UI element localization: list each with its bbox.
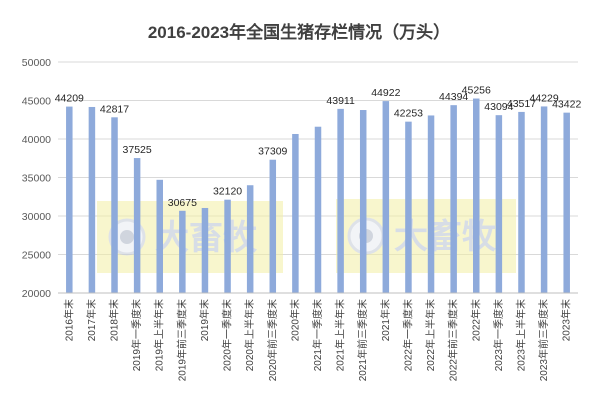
x-tick-label: 2020年上半年末 xyxy=(243,299,256,371)
bar xyxy=(156,179,163,293)
chart-title: 2016-2023年全国生猪存栏情况（万头） xyxy=(147,23,451,42)
data-label: 45256 xyxy=(462,85,491,97)
x-tick-label: 2020年前三季度末 xyxy=(266,299,279,381)
y-tick-label: 50000 xyxy=(22,57,51,69)
bar xyxy=(111,117,118,293)
data-label: 43911 xyxy=(326,95,355,107)
x-tick-label: 2022年末 xyxy=(469,299,482,341)
data-label: 32120 xyxy=(213,186,242,198)
data-label: 37525 xyxy=(123,144,152,156)
data-labels: 44209 42817 37525 30675 32120 37309 43911 44922… xyxy=(55,85,582,209)
x-tick-label: 2023年前三季度末 xyxy=(537,299,550,381)
x-tick-label: 2023年末 xyxy=(560,299,573,341)
y-tick-label: 30000 xyxy=(22,211,51,223)
x-tick-label: 2019年前三季度末 xyxy=(175,299,188,381)
bar xyxy=(314,126,322,293)
x-tick-label: 2021年前三季度末 xyxy=(356,299,369,381)
data-label: 30675 xyxy=(168,197,197,209)
bar xyxy=(201,207,209,293)
y-axis-ticks: 20000 25000 30000 35000 40000 45000 50000 xyxy=(22,57,51,300)
bar xyxy=(382,101,390,293)
bar xyxy=(563,112,570,293)
x-tick-label: 2022年上半年末 xyxy=(424,299,437,371)
x-axis-ticks: 2016年末 2017年末 2018年末 2019年一季度末 2019年上半年末 2019… xyxy=(62,299,572,381)
bar xyxy=(179,210,186,293)
data-label: 42253 xyxy=(394,108,423,120)
y-tick-label: 45000 xyxy=(22,96,51,108)
bar xyxy=(337,108,344,293)
y-tick-label: 20000 xyxy=(22,288,51,300)
data-label: 37309 xyxy=(258,146,287,158)
bar xyxy=(495,115,503,293)
watermark-logo-dot-icon xyxy=(120,230,134,244)
bar xyxy=(88,106,96,293)
x-tick-label: 2020年末 xyxy=(288,299,301,341)
data-label: 44922 xyxy=(371,87,400,99)
data-label: 43094 xyxy=(484,101,513,113)
data-label: 44394 xyxy=(439,91,468,103)
bar xyxy=(224,199,231,293)
x-tick-label: 2021年一季度末 xyxy=(311,299,324,371)
bar xyxy=(540,106,548,293)
x-tick-label: 2022年一季度末 xyxy=(401,299,414,371)
y-tick-label: 25000 xyxy=(22,250,51,262)
x-tick-label: 2023年上半年末 xyxy=(514,299,527,371)
bar xyxy=(405,121,412,293)
bar xyxy=(246,185,254,293)
data-label: 43422 xyxy=(552,99,581,111)
bar xyxy=(518,111,525,293)
y-tick-label: 40000 xyxy=(22,134,51,146)
x-tick-label: 2020年一季度末 xyxy=(221,299,234,371)
y-tick-label: 35000 xyxy=(22,173,51,185)
x-tick-label: 2021年末 xyxy=(379,299,392,341)
bar xyxy=(269,159,277,293)
bar xyxy=(427,115,435,294)
bars xyxy=(66,98,570,294)
bar xyxy=(473,98,480,293)
bar xyxy=(450,105,457,293)
data-label: 44209 xyxy=(55,93,84,105)
x-tick-label: 2018年末 xyxy=(108,299,121,341)
x-tick-label: 2019年一季度末 xyxy=(130,299,143,371)
bar xyxy=(66,106,73,293)
x-tick-label: 2016年末 xyxy=(62,299,75,341)
x-tick-label: 2023年一季度末 xyxy=(492,299,505,371)
x-tick-label: 2017年末 xyxy=(85,299,98,341)
bar xyxy=(292,133,299,293)
x-tick-label: 2022年前三季度末 xyxy=(447,299,460,381)
bar xyxy=(133,158,141,293)
x-tick-label: 2019年末 xyxy=(198,299,211,341)
data-label: 43517 xyxy=(507,98,536,110)
data-label: 42817 xyxy=(100,103,129,115)
x-tick-label: 2019年上半年末 xyxy=(153,299,166,371)
data-label: 44229 xyxy=(529,92,558,104)
watermark: 大畜牧 xyxy=(97,201,283,273)
bar xyxy=(359,110,367,293)
x-tick-label: 2021年上半年末 xyxy=(334,299,347,371)
